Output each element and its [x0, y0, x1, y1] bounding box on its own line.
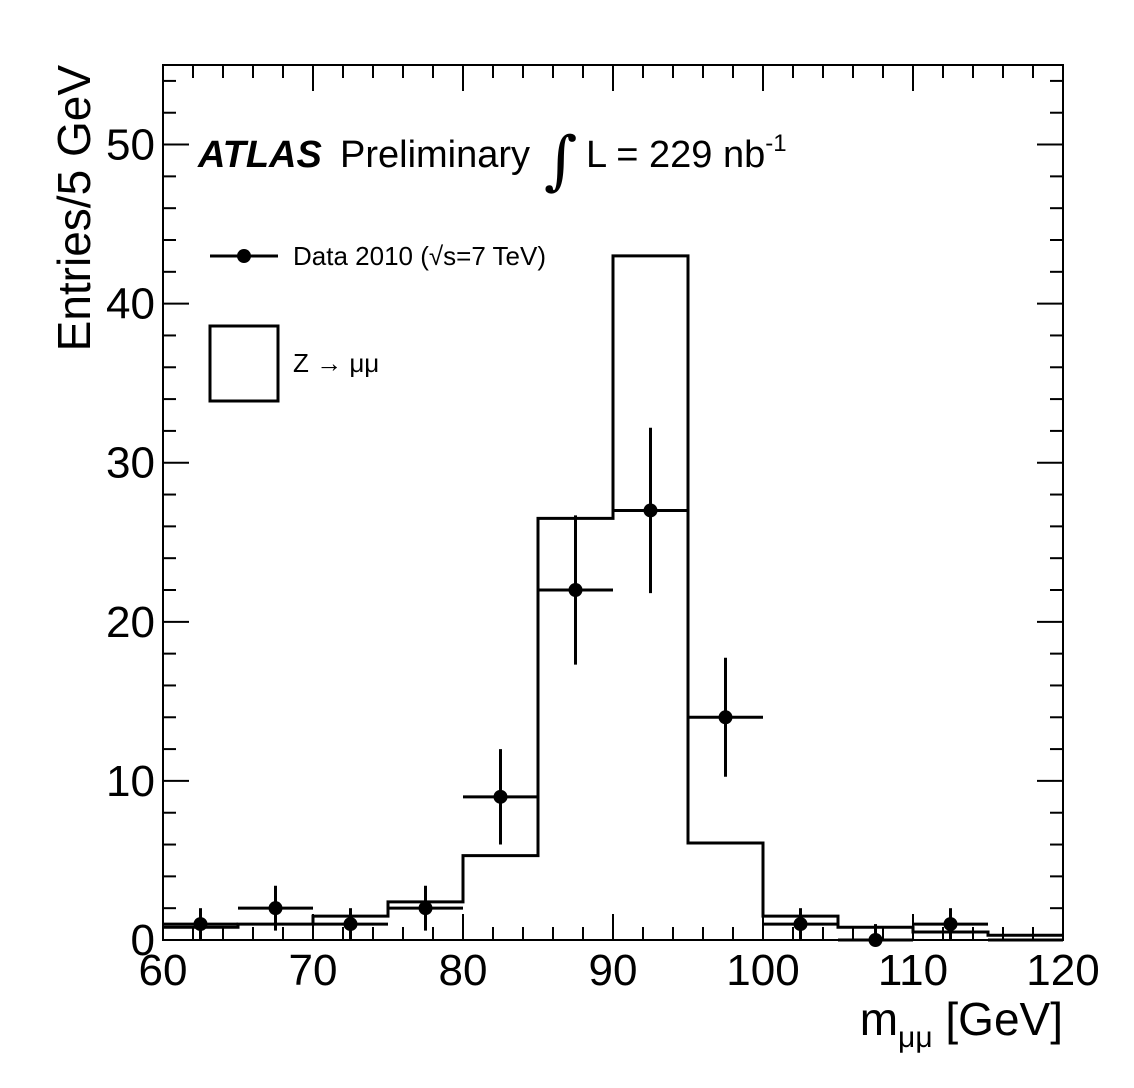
minor-ticks [163, 65, 1063, 940]
x-tick-label: 80 [439, 946, 488, 995]
preliminary-label: Preliminary [340, 134, 530, 176]
data-marker [493, 789, 508, 804]
data-point [763, 908, 838, 940]
x-tick-label: 120 [1026, 946, 1099, 995]
y-tick-label: 50 [106, 121, 155, 170]
mc-step-line [163, 254, 1063, 937]
data-marker [718, 710, 733, 725]
legend-mc-box [208, 324, 280, 403]
data-point [163, 908, 238, 940]
major-ticks [162, 65, 1064, 941]
data-point [688, 657, 763, 777]
data-point [463, 749, 538, 845]
data-point [388, 885, 463, 931]
x-axis-title: mμμ [GeV] [860, 993, 1063, 1054]
data-point [238, 885, 313, 931]
data-marker [868, 933, 883, 947]
x-tick-label: 60 [139, 946, 188, 995]
data-point [838, 924, 913, 947]
luminosity-label: L = 229 nb-1 [586, 130, 787, 176]
data-marker [193, 917, 208, 932]
data-point [538, 515, 613, 665]
legend-mc-label: Z → μμ [293, 348, 379, 378]
y-tick-label: 10 [106, 757, 155, 806]
data-marker [418, 901, 433, 916]
y-tick-label: 40 [106, 280, 155, 329]
data-point [313, 908, 388, 940]
legend-data-label: Data 2010 (√s=7 TeV) [293, 241, 546, 271]
y-axis-title: Entries/5 GeV [48, 65, 100, 352]
data-marker [943, 917, 958, 932]
y-tick-label: 0 [131, 916, 155, 965]
x-tick-labels: 60 70 80 90 100 110 120 [139, 946, 1100, 995]
data-point [913, 908, 988, 940]
y-tick-label: 20 [106, 598, 155, 647]
atlas-label: ATLAS [197, 134, 322, 176]
y-tick-label: 30 [106, 439, 155, 488]
data-marker [268, 901, 283, 916]
data-marker [793, 917, 808, 932]
data-marker [643, 503, 658, 518]
x-tick-label: 110 [878, 946, 948, 995]
x-tick-label: 90 [589, 946, 638, 995]
y-tick-labels: 0 10 20 30 40 50 [106, 121, 155, 965]
data-point [613, 427, 688, 594]
data-marker [568, 583, 583, 597]
x-tick-label: 70 [289, 946, 338, 995]
x-tick-label: 100 [726, 946, 799, 995]
legend: Data 2010 (√s=7 TeV) Z → μμ [208, 241, 546, 403]
data-marker [343, 917, 358, 932]
legend-data-marker [237, 249, 251, 263]
data-points [163, 427, 1063, 947]
integral-symbol: ∫ [544, 124, 577, 198]
mc-histogram [163, 254, 1063, 937]
